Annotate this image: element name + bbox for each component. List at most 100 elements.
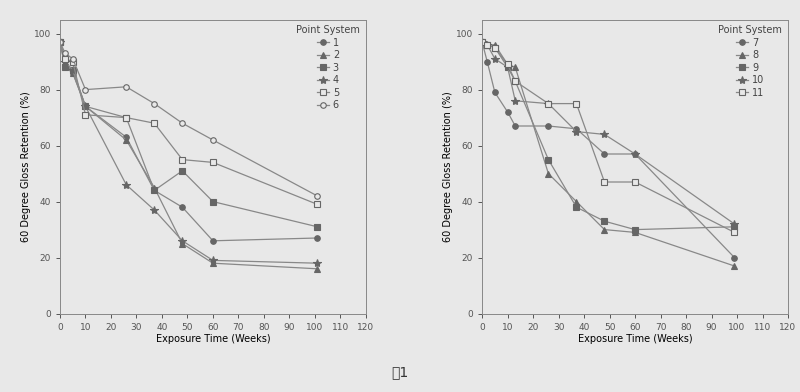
- 8: [600, 227, 610, 232]
- 4: [55, 40, 65, 44]
- 3: [60, 65, 70, 69]
- Y-axis label: 60 Degree Gloss Retention (%): 60 Degree Gloss Retention (%): [443, 91, 453, 242]
- 9: [543, 157, 553, 162]
- 11: [490, 45, 500, 50]
- 10: [600, 132, 610, 137]
- 10: [482, 42, 492, 47]
- 9: [600, 219, 610, 223]
- 3: [178, 169, 187, 173]
- 5: [60, 56, 70, 61]
- 3: [55, 40, 65, 44]
- Line: 7: 7: [479, 39, 738, 260]
- 11: [478, 40, 487, 44]
- 11: [572, 101, 582, 106]
- 5: [81, 113, 90, 117]
- 6: [178, 121, 187, 125]
- 6: [68, 56, 78, 61]
- 4: [60, 59, 70, 64]
- 8: [543, 171, 553, 176]
- 4: [122, 182, 131, 187]
- 9: [572, 205, 582, 210]
- 8: [572, 199, 582, 204]
- 1: [150, 188, 159, 193]
- 9: [730, 225, 739, 229]
- Line: 4: 4: [56, 38, 322, 267]
- 1: [313, 236, 322, 240]
- 5: [313, 202, 322, 207]
- 11: [600, 180, 610, 184]
- 4: [68, 68, 78, 73]
- 6: [81, 87, 90, 92]
- 11: [503, 62, 513, 67]
- 2: [60, 59, 70, 64]
- 2: [150, 185, 159, 190]
- 8: [503, 62, 513, 67]
- 9: [503, 65, 513, 69]
- 10: [730, 221, 739, 226]
- 1: [55, 40, 65, 44]
- 6: [313, 194, 322, 198]
- 6: [60, 51, 70, 56]
- Y-axis label: 60 Degree Gloss Retention (%): 60 Degree Gloss Retention (%): [21, 91, 31, 242]
- 7: [572, 127, 582, 131]
- Line: 10: 10: [478, 38, 738, 228]
- 10: [490, 56, 500, 61]
- 6: [208, 138, 218, 142]
- Line: 2: 2: [58, 39, 320, 272]
- 3: [122, 115, 131, 120]
- 6: [122, 84, 131, 89]
- 7: [630, 152, 640, 156]
- Line: 11: 11: [479, 39, 738, 235]
- 7: [543, 123, 553, 128]
- 5: [178, 157, 187, 162]
- 7: [490, 90, 500, 95]
- Legend: 1, 2, 3, 4, 5, 6: 1, 2, 3, 4, 5, 6: [294, 22, 363, 113]
- 8: [630, 230, 640, 235]
- 5: [150, 121, 159, 125]
- 11: [630, 180, 640, 184]
- 4: [178, 238, 187, 243]
- 8: [490, 42, 500, 47]
- Line: 1: 1: [58, 39, 320, 243]
- 4: [208, 258, 218, 263]
- 10: [510, 98, 520, 103]
- 8: [482, 42, 492, 47]
- 10: [478, 40, 487, 44]
- 2: [68, 71, 78, 75]
- 3: [81, 104, 90, 109]
- 2: [55, 40, 65, 44]
- 7: [730, 255, 739, 260]
- 5: [208, 160, 218, 165]
- Line: 9: 9: [479, 39, 738, 232]
- 5: [68, 59, 78, 64]
- 11: [510, 79, 520, 83]
- 1: [122, 135, 131, 140]
- 7: [482, 59, 492, 64]
- 10: [572, 129, 582, 134]
- X-axis label: Exposure Time (Weeks): Exposure Time (Weeks): [156, 334, 270, 345]
- 9: [482, 42, 492, 47]
- 3: [313, 225, 322, 229]
- 11: [482, 42, 492, 47]
- 10: [630, 152, 640, 156]
- 8: [730, 264, 739, 269]
- 4: [81, 104, 90, 109]
- 6: [150, 101, 159, 106]
- Line: 3: 3: [58, 39, 320, 230]
- 8: [478, 40, 487, 44]
- Line: 5: 5: [58, 39, 320, 207]
- 4: [150, 208, 159, 212]
- 7: [478, 40, 487, 44]
- 2: [81, 104, 90, 109]
- 10: [503, 65, 513, 69]
- 11: [543, 101, 553, 106]
- 9: [510, 79, 520, 83]
- 10: [543, 101, 553, 106]
- 11: [730, 230, 739, 235]
- 5: [55, 40, 65, 44]
- 8: [510, 65, 520, 69]
- 9: [630, 227, 640, 232]
- 5: [122, 115, 131, 120]
- 3: [150, 188, 159, 193]
- Text: 图1: 图1: [391, 365, 409, 379]
